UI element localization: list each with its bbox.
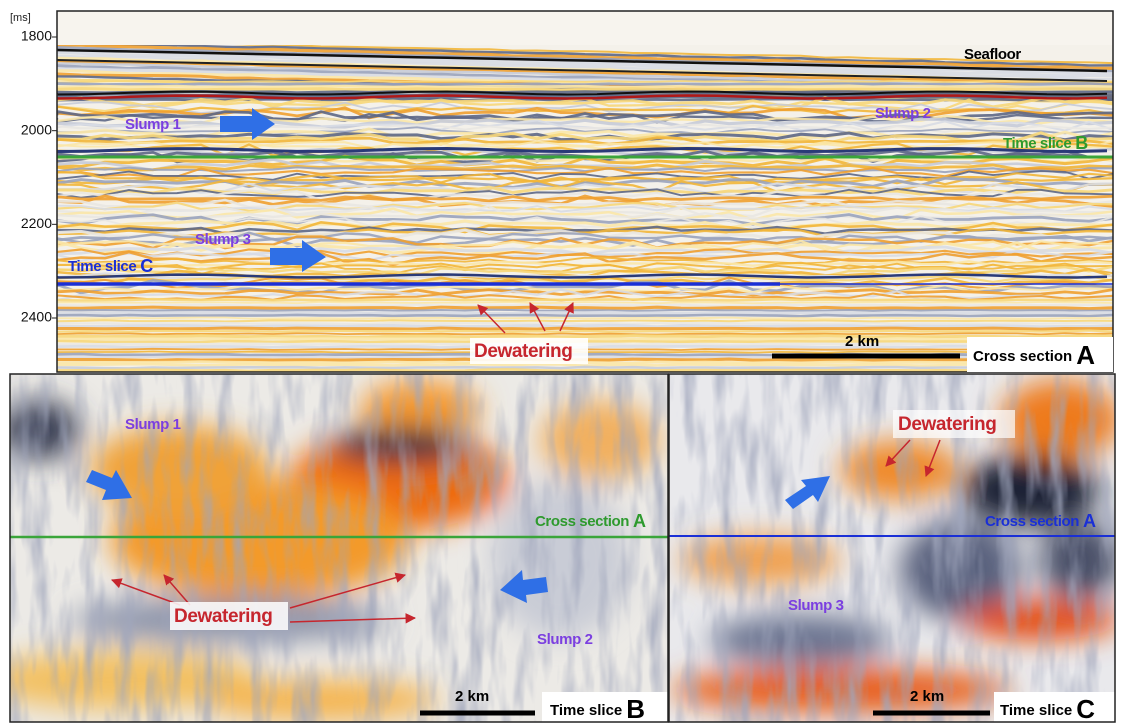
dewatering-label: Dewatering (898, 414, 996, 435)
caption-letter: B (626, 694, 645, 724)
reflection (57, 370, 1113, 371)
slump-label: Slump 1 (125, 416, 181, 433)
reflection (57, 307, 1113, 309)
caption-letter: C (1076, 694, 1095, 724)
reflection (57, 299, 1113, 300)
water-column (57, 11, 1113, 45)
label-letter: B (1075, 133, 1088, 153)
reflection (57, 86, 1113, 88)
reflection (57, 315, 1113, 316)
dewatering-label: Dewatering (474, 341, 572, 362)
label-text: Time slice (68, 258, 136, 275)
y-tick-label: 2000 (21, 121, 52, 137)
slump-label: Slump 3 (788, 597, 844, 614)
seafloor-label: Seafloor (964, 46, 1021, 63)
slump-label: Slump 1 (125, 116, 181, 133)
reflection (57, 333, 1113, 334)
axis-unit: [ms] (10, 12, 31, 24)
reflection (57, 310, 1113, 311)
caption-text: Cross section (973, 348, 1072, 365)
caption-letter: A (1076, 340, 1095, 370)
scale-label: 2 km (455, 688, 489, 705)
label-text: Time slice (1003, 135, 1071, 152)
seismic-reflections (57, 11, 1113, 371)
label-letter: C (140, 256, 153, 276)
slump-label: Slump 3 (195, 231, 251, 248)
label-letter: A (1083, 511, 1096, 531)
reflection (57, 84, 1113, 85)
scale-label: 2 km (910, 688, 944, 705)
reflection (57, 312, 1113, 313)
y-tick-label: 2400 (21, 309, 52, 325)
label-letter: A (633, 511, 646, 531)
y-tick-label: 2200 (21, 215, 52, 231)
reflection (57, 325, 1113, 327)
slump-label: Slump 2 (537, 631, 593, 648)
reflection (57, 364, 1113, 365)
slump-label: Slump 2 (875, 105, 931, 122)
page: {"panel_a": {"axis_unit": "[ms]", "axis_… (0, 0, 1121, 725)
label-text: Cross section (985, 513, 1079, 530)
reflection (57, 305, 1113, 306)
reflection (57, 331, 1113, 332)
panel-a: [ms] 1800 2000 2200 2400 Seafloor Slump 1 S… (10, 11, 1113, 372)
axis-ticks: 1800 2000 2200 2400 (21, 28, 57, 325)
reflection (57, 336, 1113, 338)
reflection (57, 89, 1113, 90)
texture (669, 374, 1115, 722)
label-text: Cross section (535, 513, 629, 530)
reflection (57, 328, 1113, 329)
dewatering-label: Dewatering (174, 606, 272, 627)
time-slice-image (0, 374, 668, 722)
scale-label: 2 km (845, 333, 879, 350)
texture (10, 374, 668, 722)
figure: [ms] 1800 2000 2200 2400 Seafloor Slump 1 S… (0, 0, 1121, 725)
caption-text: Time slice (550, 702, 622, 719)
y-tick-label: 1800 (21, 28, 52, 44)
caption-text: Time slice (1000, 702, 1072, 719)
reflection (57, 320, 1113, 321)
